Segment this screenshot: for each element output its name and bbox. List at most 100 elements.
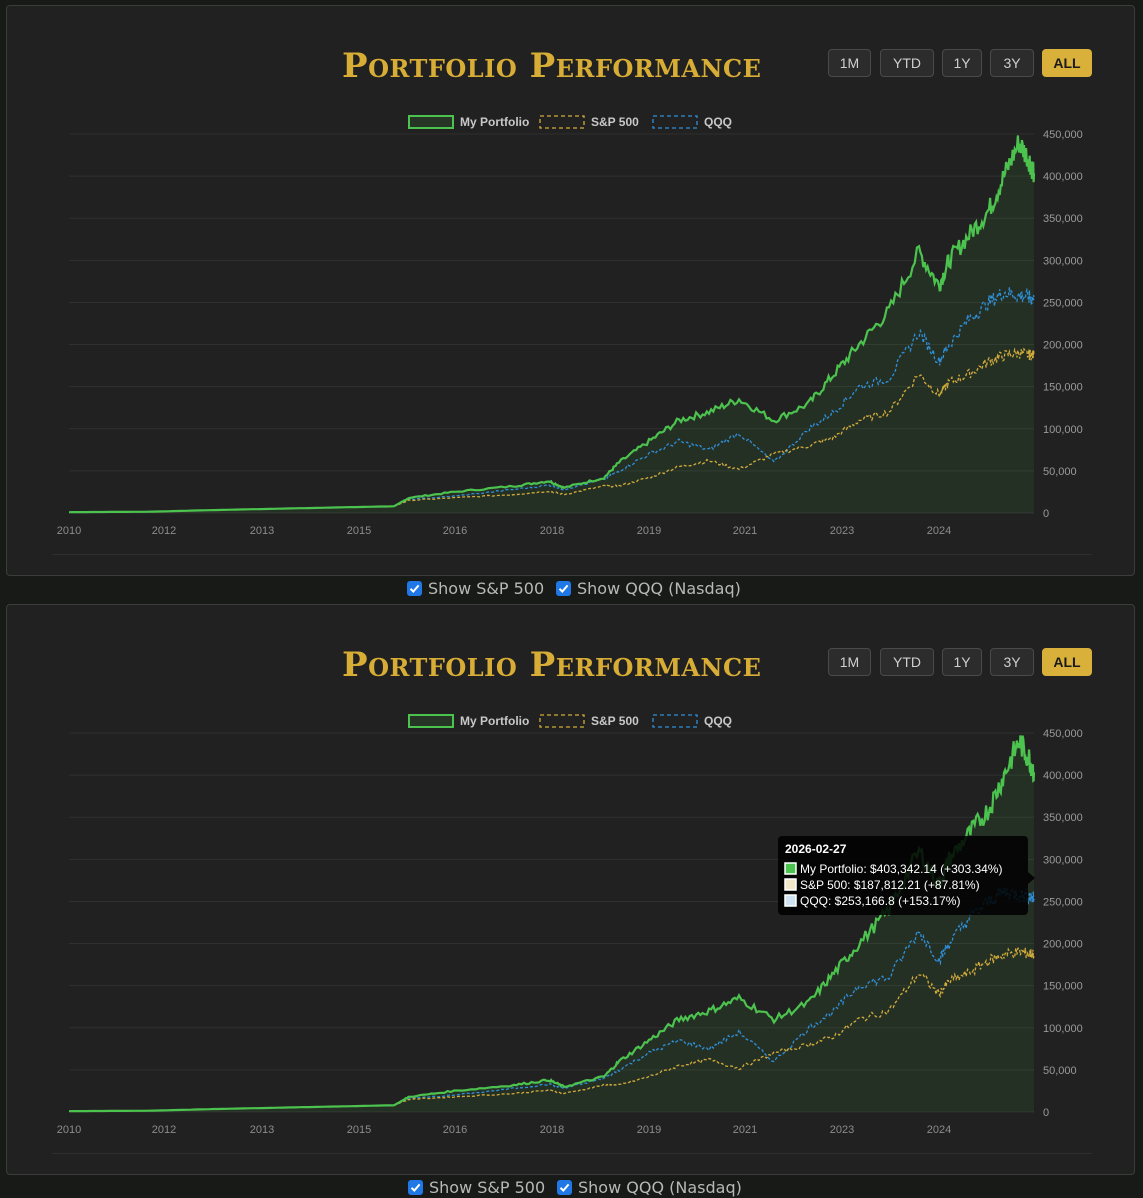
divider [52, 1153, 1092, 1154]
plot-area [69, 733, 1034, 1112]
toggle-qqq-label: Show QQQ (Nasdaq) [577, 578, 741, 598]
legend-swatch-sp500 [539, 714, 585, 728]
y-tick-label: 0 [1043, 1107, 1049, 1119]
portfolio-area-fill [69, 735, 1034, 1112]
tooltip-line: QQQ: $253,166.8 (+153.17%) [800, 894, 960, 908]
panel-title: Portfolio Performance [342, 645, 762, 685]
y-tick-label: 150,000 [1043, 382, 1083, 394]
y-tick-label: 200,000 [1043, 340, 1083, 352]
y-tick-label: 150,000 [1043, 981, 1083, 993]
range-button-1m[interactable]: 1M [828, 648, 871, 676]
toggle-sp500[interactable]: Show S&P 500 [407, 577, 544, 599]
x-tick-label: 2012 [152, 1124, 176, 1136]
toggle-qqq[interactable]: Show QQQ (Nasdaq) [557, 1176, 742, 1198]
x-tick-label: 2019 [637, 1124, 661, 1136]
checkbox-checked-icon[interactable] [557, 1179, 572, 1195]
range-button-1m[interactable]: 1M [828, 49, 871, 77]
checkbox-checked-icon[interactable] [407, 580, 422, 596]
range-button-ytd[interactable]: YTD [880, 49, 934, 77]
x-tick-label: 2015 [347, 525, 371, 537]
plot-area [69, 134, 1034, 513]
range-button-all[interactable]: ALL [1042, 49, 1092, 77]
range-button-1y[interactable]: 1Y [942, 49, 982, 77]
tooltip-line: S&P 500: $187,812.21 (+87.81%) [800, 878, 980, 892]
portfolio-chart-panel: Portfolio Performance 1M YTD 1Y 3Y ALL 0… [6, 5, 1135, 576]
y-tick-label: 400,000 [1043, 770, 1083, 782]
x-tick-label: 2013 [250, 1124, 274, 1136]
tooltip-caret [1028, 872, 1035, 884]
y-tick-label: 450,000 [1043, 129, 1083, 141]
y-tick-label: 300,000 [1043, 854, 1083, 866]
x-tick-label: 2016 [443, 525, 467, 537]
legend-label: QQQ [704, 714, 732, 728]
checkbox-checked-icon[interactable] [408, 1179, 423, 1195]
toggle-qqq[interactable]: Show QQQ (Nasdaq) [556, 577, 741, 599]
y-tick-label: 350,000 [1043, 812, 1083, 824]
x-tick-label: 2023 [830, 525, 854, 537]
series-line-portfolio [68, 135, 1036, 514]
y-tick-label: 100,000 [1043, 424, 1083, 436]
x-tick-label: 2024 [927, 525, 951, 537]
series-line-portfolio [68, 735, 1036, 1113]
x-tick-label: 2012 [152, 525, 176, 537]
hover-tooltip: 2026-02-27 My Portfolio: $403,342.14 (+30… [778, 836, 1035, 915]
y-tick-label: 300,000 [1043, 255, 1083, 267]
series-toggles: Show S&P 500 Show QQQ (Nasdaq) [0, 577, 1143, 599]
portfolio-area-fill [69, 135, 1034, 513]
y-tick-label: 200,000 [1043, 939, 1083, 951]
range-button-ytd[interactable]: YTD [880, 648, 934, 676]
x-tick-label: 2010 [57, 1124, 81, 1136]
toggle-qqq-label: Show QQQ (Nasdaq) [578, 1177, 742, 1197]
y-tick-label: 50,000 [1043, 466, 1077, 478]
tooltip-swatch-qqq [784, 894, 797, 907]
tooltip-date: 2026-02-27 [785, 842, 847, 856]
x-tick-label: 2021 [733, 1124, 757, 1136]
x-tick-label: 2023 [830, 1124, 854, 1136]
y-tick-label: 450,000 [1043, 728, 1083, 740]
x-tick-label: 2015 [347, 1124, 371, 1136]
checkbox-checked-icon[interactable] [556, 580, 571, 596]
legend-label: My Portfolio [460, 714, 529, 728]
toggle-sp500-label: Show S&P 500 [429, 1177, 546, 1197]
y-tick-label: 350,000 [1043, 213, 1083, 225]
x-tick-label: 2021 [733, 525, 757, 537]
panel-title: Portfolio Performance [342, 46, 762, 86]
y-tick-label: 0 [1043, 508, 1049, 520]
y-tick-label: 400,000 [1043, 171, 1083, 183]
legend-swatch-sp500 [539, 115, 585, 129]
range-button-all[interactable]: ALL [1042, 648, 1092, 676]
range-button-3y[interactable]: 3Y [990, 49, 1034, 77]
x-tick-label: 2018 [540, 525, 564, 537]
performance-line-chart[interactable]: 0 50,000 100,000 150,000 200,000 250,000 300,0… [7, 700, 1136, 1150]
series-toggles: Show S&P 500 Show QQQ (Nasdaq) [0, 1176, 1143, 1198]
x-tick-label: 2019 [637, 525, 661, 537]
x-tick-label: 2024 [927, 1124, 951, 1136]
tooltip-line: My Portfolio: $403,342.14 (+303.34%) [800, 862, 1002, 876]
y-tick-label: 250,000 [1043, 297, 1083, 309]
x-tick-label: 2013 [250, 525, 274, 537]
divider [52, 554, 1092, 555]
performance-line-chart[interactable]: 0 50,000 100,000 150,000 200,000 250,000 300,0… [7, 101, 1136, 551]
tooltip-swatch-sp500 [784, 878, 797, 891]
legend-swatch-qqq [652, 714, 698, 728]
y-tick-label: 250,000 [1043, 896, 1083, 908]
legend-swatch-portfolio [408, 115, 454, 129]
tooltip-background [778, 836, 1028, 915]
legend-swatch-portfolio [408, 714, 454, 728]
portfolio-chart-panel: Portfolio Performance 1M YTD 1Y 3Y ALL 0… [6, 604, 1135, 1175]
range-button-3y[interactable]: 3Y [990, 648, 1034, 676]
y-tick-label: 100,000 [1043, 1023, 1083, 1035]
range-button-1y[interactable]: 1Y [942, 648, 982, 676]
x-tick-label: 2018 [540, 1124, 564, 1136]
toggle-sp500[interactable]: Show S&P 500 [408, 1176, 545, 1198]
toggle-sp500-label: Show S&P 500 [428, 578, 545, 598]
legend-label: QQQ [704, 115, 732, 129]
legend-label: My Portfolio [460, 115, 529, 129]
y-tick-label: 50,000 [1043, 1065, 1077, 1077]
legend-label: S&P 500 [591, 115, 639, 129]
x-tick-label: 2016 [443, 1124, 467, 1136]
legend-swatch-qqq [652, 115, 698, 129]
tooltip-swatch-portfolio [784, 862, 797, 875]
x-tick-label: 2010 [57, 525, 81, 537]
legend-label: S&P 500 [591, 714, 639, 728]
